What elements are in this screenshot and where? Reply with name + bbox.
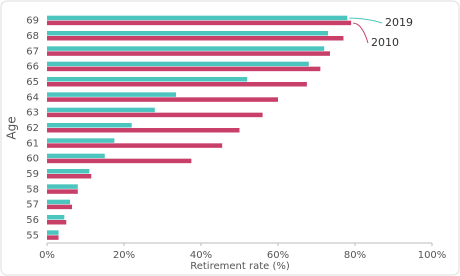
y-axis-label: Age xyxy=(5,116,19,139)
x-tick-label: 80% xyxy=(344,250,366,261)
y-tick-label: 57 xyxy=(26,200,39,211)
bar xyxy=(47,66,321,72)
bar xyxy=(47,107,155,113)
bar xyxy=(47,230,59,235)
y-tick-label: 61 xyxy=(26,138,39,149)
legend-label: 2019 xyxy=(385,16,413,29)
bar xyxy=(47,112,263,118)
x-axis-label: Retirement rate (%) xyxy=(190,261,290,272)
bar xyxy=(47,123,132,128)
bar xyxy=(47,46,325,51)
y-tick-label: 68 xyxy=(26,31,39,42)
bar xyxy=(47,235,59,240)
bar xyxy=(47,169,90,174)
bar xyxy=(47,199,71,205)
legend-leader xyxy=(349,17,383,24)
y-tick-label: 69 xyxy=(26,16,39,27)
y-tick-label: 66 xyxy=(26,62,39,73)
bar xyxy=(47,215,65,220)
bar xyxy=(47,77,248,82)
x-tick-label: 0% xyxy=(39,250,55,261)
bar xyxy=(47,51,330,56)
bar xyxy=(47,20,352,26)
bar xyxy=(47,36,344,41)
y-tick-label: 64 xyxy=(26,92,39,103)
bar xyxy=(47,184,78,189)
legend-label: 2010 xyxy=(371,36,399,49)
bar xyxy=(47,92,176,97)
legend-leader xyxy=(353,22,369,44)
bar xyxy=(47,174,92,179)
bar xyxy=(47,15,348,21)
y-tick-label: 58 xyxy=(26,184,39,195)
y-tick-label: 63 xyxy=(26,108,39,119)
bar xyxy=(47,82,307,87)
x-tick-label: 100% xyxy=(418,250,447,261)
bar xyxy=(47,220,67,225)
bar xyxy=(47,138,115,143)
bar xyxy=(47,143,223,148)
x-tick-label: 20% xyxy=(113,250,135,261)
y-tick-label: 62 xyxy=(26,123,39,134)
y-tick-label: 55 xyxy=(26,230,39,241)
y-tick-label: 56 xyxy=(26,215,39,226)
bar xyxy=(47,31,329,36)
bar xyxy=(47,61,309,67)
y-tick-label: 67 xyxy=(26,46,39,57)
y-tick-label: 60 xyxy=(26,154,39,165)
y-tick-label: 65 xyxy=(26,77,39,88)
bar xyxy=(47,153,105,159)
bar xyxy=(47,204,73,210)
bar xyxy=(47,128,240,133)
bar xyxy=(47,97,278,102)
y-tick-label: 59 xyxy=(26,169,39,180)
bar xyxy=(47,158,192,164)
x-tick-label: 60% xyxy=(267,250,289,261)
bar xyxy=(47,189,78,194)
x-tick-label: 40% xyxy=(190,250,212,261)
